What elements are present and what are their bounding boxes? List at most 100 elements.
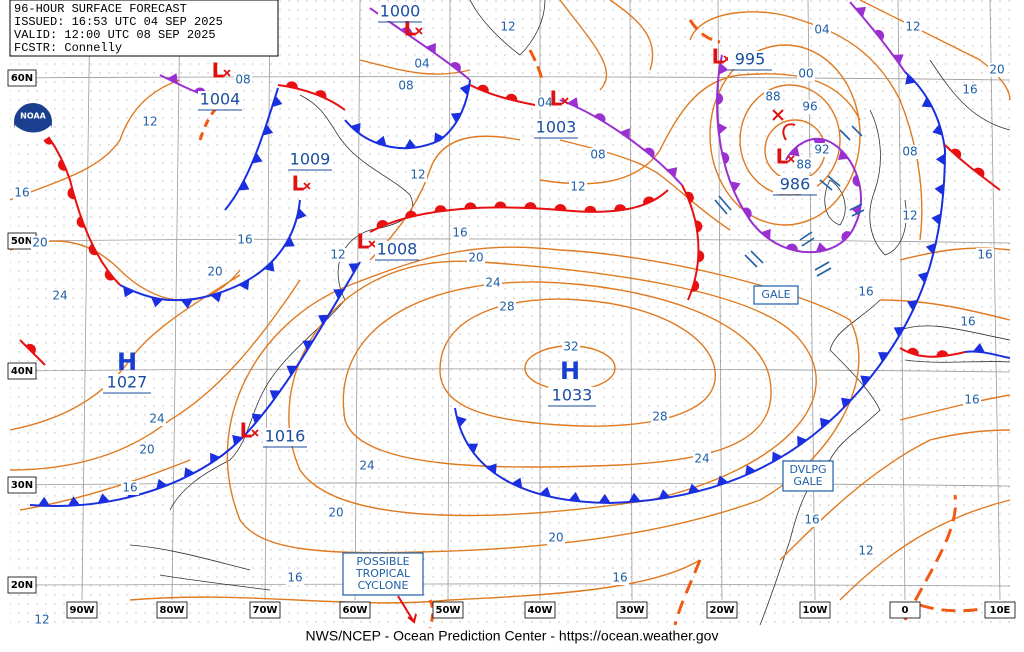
isobar-label-bg: [901, 145, 919, 159]
longitude-box: [432, 601, 464, 619]
front-triangle: [841, 397, 852, 409]
isobar-label: 92: [814, 143, 829, 157]
front-semicircle: [691, 280, 700, 292]
front-triangle: [837, 149, 849, 160]
front-triangle: [269, 390, 281, 401]
front-triangle: [210, 452, 221, 464]
low-pressure: 986: [780, 175, 811, 194]
warning-text: TROPICAL: [355, 567, 411, 580]
low-pressure: 1004: [200, 90, 241, 109]
front-triangle: [167, 73, 178, 84]
longitude-label: 20W: [710, 605, 735, 616]
isobar-label: 88: [765, 90, 780, 104]
isobar-label-bg: [764, 90, 782, 104]
front-triangle: [745, 464, 756, 476]
longitude-box: [984, 601, 1016, 619]
front-triangle: [628, 492, 641, 503]
latitude-label: 20N: [11, 580, 33, 591]
warm-front: [899, 347, 966, 358]
longitude-box: [249, 601, 281, 619]
front-triangle: [37, 496, 50, 506]
front-semicircle: [104, 269, 115, 281]
longitude-box: [799, 601, 831, 619]
isobar-label-bg: [484, 276, 502, 290]
front-triangle: [272, 95, 283, 108]
isobar-label: 00: [798, 67, 813, 81]
isobar-label-bg: [141, 115, 159, 129]
low-pressure: 1000: [380, 2, 421, 21]
isobar-label-bg: [138, 443, 156, 457]
front-triangle: [855, 6, 866, 18]
isobar-label: 24: [149, 412, 164, 426]
isobar-label-bg: [499, 20, 517, 34]
isobar-label-bg: [857, 544, 875, 558]
low-pressure: 995: [735, 50, 766, 69]
footer: NWS/NCEP - Ocean Prediction Center - htt…: [306, 628, 719, 644]
isobar-label: 88: [796, 158, 811, 172]
isobar-label: 08: [398, 79, 413, 93]
front-triangle: [935, 153, 946, 166]
isobar-label: 16: [452, 226, 467, 240]
isobar-label: 16: [122, 481, 137, 495]
isobar-label-bg: [857, 285, 875, 299]
front-semicircle: [742, 207, 752, 219]
low-center: [368, 240, 376, 248]
longitude-label: 40W: [528, 605, 553, 616]
low-symbol: L: [240, 419, 253, 443]
high-symbol: H: [117, 348, 137, 376]
low-symbol: L: [292, 172, 305, 196]
isobar-label: 16: [858, 285, 873, 299]
isobar-label: 12: [34, 613, 49, 627]
front-triangle: [180, 299, 193, 309]
longitude-label: 10E: [990, 605, 1011, 616]
occluded-front: [716, 54, 862, 254]
isobar-label: 12: [570, 180, 585, 194]
longitude-box: [156, 601, 188, 619]
front-triangle: [296, 207, 307, 220]
front-triangle: [815, 242, 828, 253]
isobar-label: 12: [330, 248, 345, 262]
front-semicircle: [852, 174, 861, 187]
isobar-label-bg: [327, 506, 345, 520]
pressure-bg: [375, 241, 419, 259]
low-center: [415, 27, 423, 35]
warning-box: [753, 285, 799, 305]
fronts: [19, 1, 1011, 507]
isobar-label: 08: [235, 73, 250, 87]
front-semicircle: [643, 147, 655, 158]
front-triangle: [878, 352, 889, 363]
longitude-box: [524, 601, 556, 619]
front-semicircle: [936, 350, 949, 357]
header-title: 96-HOUR SURFACE FORECAST: [14, 2, 187, 16]
isobar-label: 96: [802, 100, 817, 114]
isobar-label: 12: [905, 20, 920, 34]
front-semicircle: [505, 93, 518, 102]
front-triangle: [375, 135, 387, 147]
front-triangle: [318, 314, 329, 326]
front-triangle: [511, 477, 523, 489]
isobar-label: 12: [142, 115, 157, 129]
low-symbol: L: [212, 59, 225, 83]
front-semicircle: [584, 205, 597, 212]
front-semicircle: [874, 29, 885, 41]
isobar-label-bg: [397, 79, 415, 93]
longitude-label: 30W: [620, 605, 645, 616]
longitude-box: [706, 601, 738, 619]
isobar-label-bg: [51, 289, 69, 303]
longitude-label: 10W: [803, 605, 828, 616]
front-triangle: [262, 124, 274, 136]
pressure-bg: [288, 151, 332, 169]
longitude-label: 0: [902, 605, 909, 616]
isobar-label-bg: [611, 571, 629, 585]
header-valid: VALID: 12:00 UTC 08 SEP 2025: [14, 28, 216, 42]
isobar-label-bg: [286, 571, 304, 585]
front-triangle: [425, 42, 436, 54]
front-triangle: [251, 413, 263, 424]
front-triangle: [434, 132, 445, 144]
isobar-label-bg: [148, 412, 166, 426]
isobar-label: 20: [548, 531, 563, 545]
front-semicircle: [614, 204, 627, 212]
isobar-label: 16: [237, 233, 252, 247]
isobar-label-bg: [813, 23, 831, 37]
longitude-box: [339, 601, 371, 619]
